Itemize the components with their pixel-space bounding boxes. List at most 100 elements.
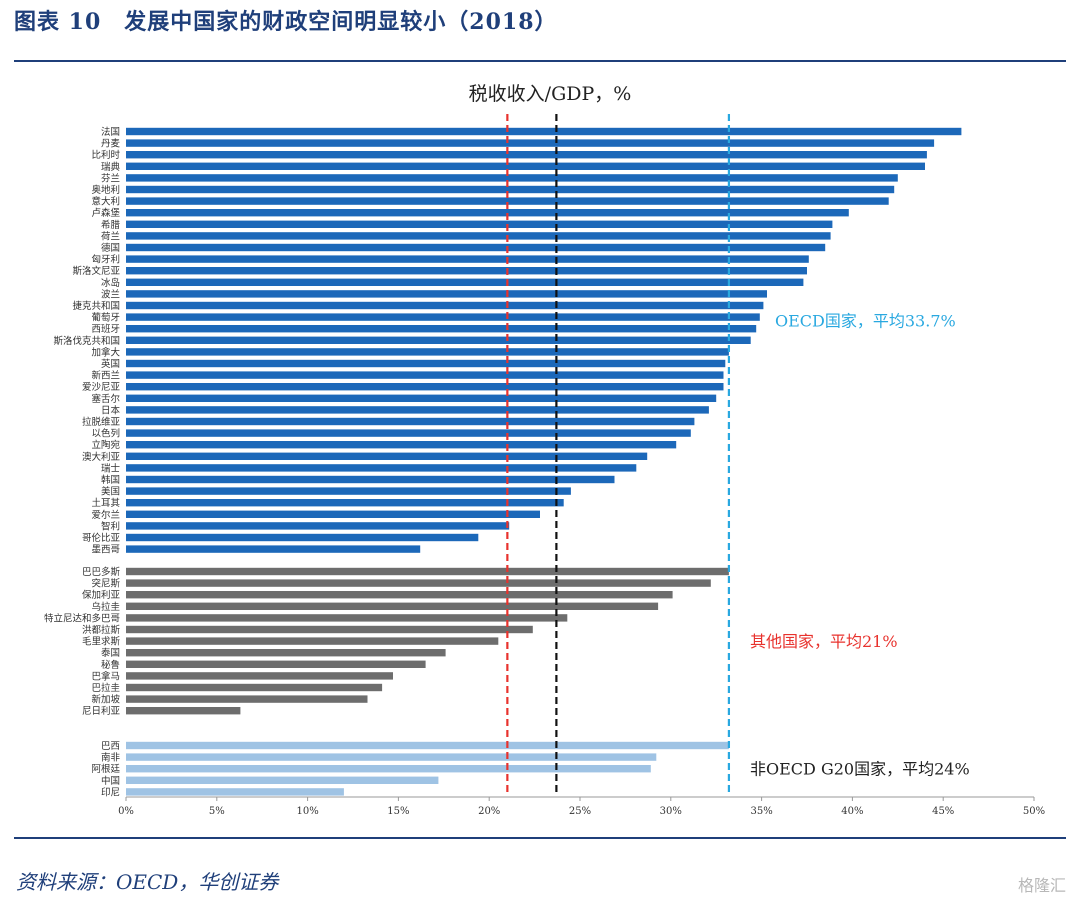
category-label: 芬兰 <box>101 172 120 184</box>
bar-other <box>126 637 499 645</box>
bottom-divider <box>14 837 1066 839</box>
bar-oecd <box>126 185 895 194</box>
bar-oecd <box>126 464 637 472</box>
watermark-logo: 格隆汇 <box>1017 876 1066 895</box>
bar-oecd <box>126 348 729 356</box>
bar-g20 <box>126 765 651 773</box>
bar-other <box>126 625 533 634</box>
x-tick-label: 15% <box>387 806 409 817</box>
bar-oecd <box>126 290 767 298</box>
group-annotation: OECD国家，平均33.7% <box>775 311 956 330</box>
bar-oecd <box>126 533 479 542</box>
category-label: 意大利 <box>91 196 120 208</box>
category-label: 丹麦 <box>101 138 121 150</box>
x-tick-label: 5% <box>209 806 225 817</box>
bar-oecd <box>126 336 751 344</box>
bar-oecd <box>126 406 709 414</box>
category-label: 新加坡 <box>91 694 120 706</box>
bar-oecd <box>126 417 695 426</box>
x-tick-label: 20% <box>478 806 500 817</box>
category-label: 爱沙尼亚 <box>82 381 121 393</box>
tax-revenue-bar-chart: 税收收入/GDP，% 法国丹麦比利时瑞典芬兰奥地利意大利卢森堡希腊荷兰德国匈牙利… <box>44 83 1045 817</box>
category-label: 波兰 <box>101 288 120 300</box>
category-label: 立陶宛 <box>91 439 120 451</box>
bar-oecd <box>126 209 849 217</box>
category-label: 拉脱维亚 <box>82 416 121 428</box>
category-label: 爱尔兰 <box>91 509 120 521</box>
category-label: 韩国 <box>101 474 120 486</box>
bar-oecd <box>126 383 724 391</box>
bar-oecd <box>126 301 764 310</box>
category-label: 希腊 <box>101 219 121 231</box>
category-label: 比利时 <box>91 149 120 161</box>
category-label: 瑞士 <box>101 462 121 474</box>
bar-other <box>126 695 368 703</box>
category-label: 泰国 <box>101 647 120 659</box>
chart-title: 税收收入/GDP，% <box>469 83 632 105</box>
category-label: 美国 <box>101 486 120 498</box>
category-label: 中国 <box>101 775 120 787</box>
bar-oecd <box>126 499 564 507</box>
bar-oecd <box>126 359 726 368</box>
category-label: 尼日利亚 <box>82 705 121 717</box>
bar-other <box>126 707 241 715</box>
category-label: 德国 <box>101 242 120 254</box>
category-label: 西班牙 <box>91 323 120 335</box>
bar-other <box>126 567 729 576</box>
category-label: 葡萄牙 <box>91 312 120 324</box>
bar-oecd <box>126 545 421 553</box>
bar-oecd <box>126 429 691 437</box>
bar-oecd <box>126 371 724 379</box>
bar-oecd <box>126 151 927 159</box>
top-divider <box>14 60 1066 62</box>
x-tick-label: 0% <box>118 806 134 817</box>
x-tick-label: 35% <box>750 806 772 817</box>
category-label: 冰岛 <box>101 277 120 289</box>
bar-oecd <box>126 232 831 240</box>
bar-other <box>126 672 393 680</box>
category-label: 洪都拉斯 <box>82 624 121 636</box>
bar-oecd <box>126 127 962 136</box>
category-label: 突尼斯 <box>91 578 120 590</box>
bar-g20 <box>126 776 439 784</box>
category-label: 塞舌尔 <box>91 393 120 405</box>
bar-oecd <box>126 278 804 286</box>
bar-other <box>126 602 659 610</box>
x-tick-label: 40% <box>841 806 863 817</box>
category-label: 巴拉圭 <box>91 682 120 694</box>
x-axis: 0% 5% 10% 15% 20% 25% 30% 35% 40% 45% 50% <box>118 796 1045 817</box>
category-label: 奥地利 <box>91 184 120 196</box>
category-label: 新西兰 <box>91 370 120 382</box>
category-label: 智利 <box>101 520 120 532</box>
category-label: 毛里求斯 <box>82 636 121 648</box>
category-label: 斯洛伐克共和国 <box>53 335 120 347</box>
category-label: 匈牙利 <box>91 254 120 266</box>
category-label: 巴巴多斯 <box>82 566 121 578</box>
reference-lines <box>506 114 731 796</box>
source-note: 资料来源：OECD，华创证券 <box>16 870 279 894</box>
category-label: 保加利亚 <box>82 589 121 601</box>
x-tick-label: 25% <box>569 806 591 817</box>
category-label: 印尼 <box>101 786 120 798</box>
bar-oecd <box>126 162 925 170</box>
category-label: 日本 <box>101 404 121 416</box>
bar-oecd <box>126 197 889 205</box>
bar-oecd <box>126 510 540 518</box>
bar-other <box>126 591 673 599</box>
bar-oecd <box>126 243 826 252</box>
bar-other <box>126 649 446 657</box>
x-tick-label: 30% <box>660 806 682 817</box>
category-label: 南非 <box>101 752 121 764</box>
category-label: 英国 <box>101 358 120 370</box>
category-label: 法国 <box>101 126 120 138</box>
category-label: 斯洛文尼亚 <box>72 265 120 277</box>
bar-oecd <box>126 522 510 530</box>
category-label: 哥伦比亚 <box>82 532 121 544</box>
bar-other <box>126 579 711 587</box>
bar-oecd <box>126 139 935 147</box>
category-label: 澳大利亚 <box>82 451 121 463</box>
bar-g20 <box>126 741 729 750</box>
category-labels: 法国丹麦比利时瑞典芬兰奥地利意大利卢森堡希腊荷兰德国匈牙利斯洛文尼亚冰岛波兰捷克… <box>44 126 121 798</box>
x-tick-label: 45% <box>932 806 954 817</box>
annotations: OECD国家，平均33.7% 其他国家，平均21% 非OECD G20国家，平均24… <box>750 311 970 778</box>
